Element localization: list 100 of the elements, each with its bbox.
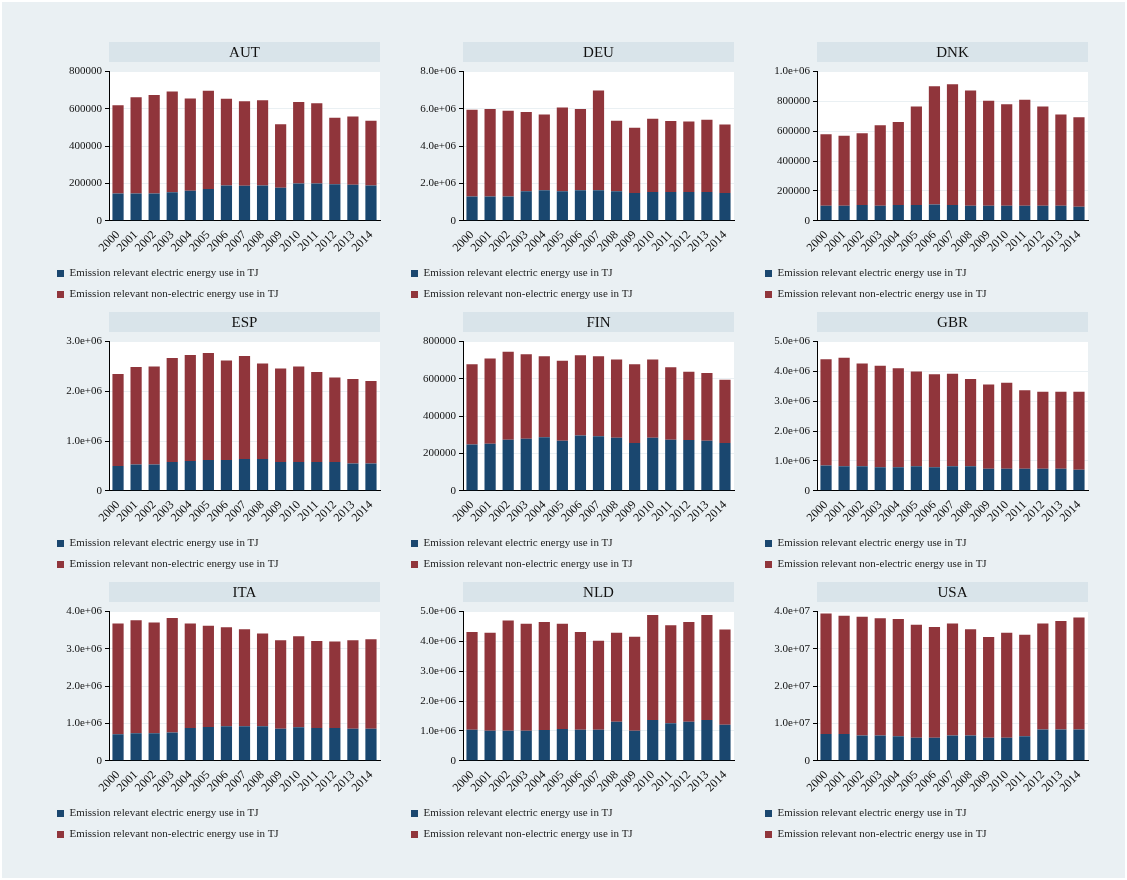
bar — [484, 730, 496, 761]
bar — [1019, 634, 1031, 737]
bar — [1073, 617, 1085, 730]
bar — [556, 440, 568, 491]
bar — [719, 629, 731, 725]
bar — [592, 436, 605, 491]
bar — [311, 103, 323, 184]
y-tick-label: 8.0e+06 — [420, 64, 457, 77]
bar — [629, 364, 641, 443]
bar — [202, 353, 214, 460]
bar — [220, 185, 233, 221]
y-tick-label: 3.0e+06 — [774, 394, 811, 407]
bar — [130, 464, 142, 491]
bar — [202, 188, 214, 221]
bar — [892, 368, 904, 468]
legend-label: Emission relevant non-electric energy use in TJ — [777, 827, 988, 840]
bar — [1037, 391, 1049, 469]
bar — [701, 614, 713, 720]
bar — [347, 463, 359, 491]
bar — [1019, 736, 1031, 761]
bar — [574, 108, 587, 191]
y-tick-label: 1.0e+06 — [774, 453, 811, 466]
y-tick-label: 2.0e+06 — [66, 384, 103, 397]
bar — [202, 460, 214, 491]
bar — [220, 98, 233, 186]
bar — [520, 438, 532, 491]
bar — [148, 622, 160, 734]
bar — [347, 378, 359, 464]
y-tick-label: 1.0e+06 — [66, 433, 103, 446]
bar — [329, 641, 341, 729]
bar — [293, 102, 305, 184]
bar — [256, 363, 269, 460]
bar — [892, 736, 904, 761]
y-tick-label: 0 — [96, 483, 103, 496]
bar — [466, 631, 478, 730]
bar — [484, 443, 496, 491]
bar — [820, 359, 832, 466]
legend-label: Emission relevant non-electric energy use in TJ — [777, 557, 988, 570]
legend-label: Emission relevant electric energy use in TJ — [69, 806, 260, 819]
bar — [820, 613, 832, 734]
y-tick-label: 0 — [804, 483, 811, 496]
y-tick-label: 0 — [96, 753, 103, 766]
bar — [1019, 390, 1031, 469]
bar — [964, 735, 977, 761]
chart-title: NLD — [463, 582, 734, 602]
bar — [502, 351, 514, 440]
bar — [701, 372, 713, 441]
bar — [130, 193, 142, 221]
bar — [856, 363, 868, 467]
y-tick-label: 4.0e+06 — [420, 634, 457, 647]
bar — [1001, 737, 1013, 761]
bar — [719, 193, 731, 221]
y-tick-label: 1.0e+06 — [420, 723, 457, 736]
bar — [466, 196, 478, 221]
y-tick-label: 600000 — [777, 124, 811, 137]
bar — [329, 377, 341, 462]
bar — [574, 729, 587, 761]
bar — [701, 440, 713, 491]
y-tick-label: 800000 — [777, 94, 811, 107]
legend-label: Emission relevant non-electric energy use in TJ — [69, 287, 280, 300]
bar — [112, 623, 124, 735]
bar — [329, 184, 341, 221]
bar — [466, 444, 478, 491]
bar — [520, 623, 532, 731]
bar — [184, 190, 196, 221]
bar — [946, 373, 959, 467]
bar — [184, 355, 196, 461]
y-tick-label: 800000 — [69, 64, 103, 77]
bar — [275, 368, 287, 462]
bar — [293, 366, 305, 462]
bar — [874, 205, 886, 221]
bar — [311, 183, 323, 221]
bar — [928, 374, 941, 468]
bar — [365, 463, 377, 491]
bar — [647, 359, 659, 438]
bar — [838, 615, 850, 734]
bar — [502, 620, 514, 731]
bar — [502, 110, 514, 197]
bar — [874, 467, 886, 491]
bar — [365, 120, 377, 186]
bar — [293, 183, 305, 221]
legend-label: Emission relevant non-electric energy use in TJ — [423, 557, 634, 570]
y-tick-label: 3.0e+07 — [774, 641, 811, 654]
bar — [148, 193, 160, 221]
bar — [275, 187, 287, 221]
bar — [665, 439, 677, 491]
bar — [574, 355, 587, 436]
bar — [856, 204, 868, 221]
bar — [1037, 623, 1049, 730]
bar — [838, 357, 850, 467]
bar — [964, 466, 977, 491]
y-tick-label: 0 — [804, 213, 811, 226]
bar — [556, 623, 568, 729]
bar — [166, 732, 178, 761]
bar — [964, 90, 977, 206]
bar — [683, 121, 695, 193]
chart-title: AUT — [109, 42, 380, 62]
chart-title: DEU — [463, 42, 734, 62]
bar — [983, 737, 995, 761]
bar — [1073, 117, 1085, 207]
